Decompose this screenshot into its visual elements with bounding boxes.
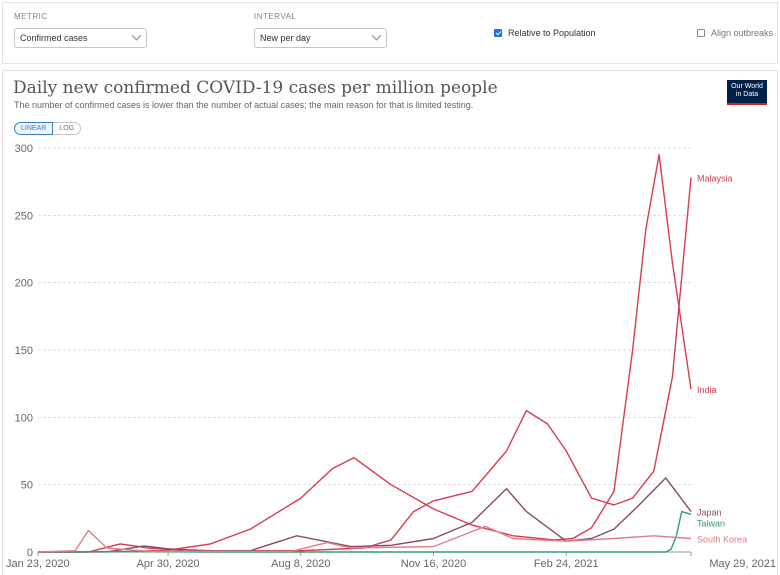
series-label-malaysia: Malaysia (697, 174, 733, 184)
x-tick-label: Apr 30, 2020 (137, 558, 200, 570)
y-tick-label: 100 (15, 412, 33, 424)
logo-line-1: Our World (731, 83, 763, 90)
y-tick-label: 150 (15, 345, 33, 357)
interval-label: INTERVAL (254, 12, 297, 21)
series-line-japan (37, 477, 692, 553)
metric-value: Confirmed cases (20, 33, 88, 43)
y-tick-label: 250 (15, 210, 33, 222)
x-tick-label: May 29, 2021 (709, 558, 776, 570)
chart-title: Daily new confirmed COVID-19 cases per m… (13, 78, 498, 98)
scale-toggle: LINEAR LOG (14, 122, 82, 135)
x-tick-label: Aug 8, 2020 (271, 558, 330, 570)
checked-icon (494, 29, 502, 37)
x-tick-label: Feb 24, 2021 (534, 558, 599, 570)
log-scale-button[interactable]: LOG (53, 122, 82, 135)
metric-select[interactable]: Confirmed cases (14, 28, 147, 48)
series-label-taiwan: Taiwan (697, 519, 725, 529)
y-tick-label: 300 (15, 143, 33, 155)
x-tick-label: Jan 23, 2020 (6, 558, 70, 570)
chart-panel (2, 70, 778, 575)
interval-value: New per day (260, 33, 311, 43)
align-label: Align outbreaks (711, 28, 774, 38)
series-label-japan: Japan (697, 508, 722, 518)
x-tick-label: Nov 16, 2020 (401, 558, 466, 570)
unchecked-icon (697, 29, 705, 37)
y-tick-label: 200 (15, 278, 33, 290)
series-label-south-korea: South Korea (697, 535, 747, 545)
series-line-malaysia (38, 177, 692, 553)
relative-label: Relative to Population (508, 28, 596, 38)
y-tick-label: 50 (21, 480, 33, 492)
series-line-india (37, 153, 692, 553)
linear-scale-button[interactable]: LINEAR (14, 122, 54, 135)
controls-bar: METRIC Confirmed cases INTERVAL New per … (2, 2, 778, 64)
series-line-south-korea (37, 525, 692, 553)
chart-subtitle: The number of confirmed cases is lower t… (14, 100, 474, 110)
series-label-india: India (697, 385, 717, 395)
y-tick-label: 0 (27, 547, 33, 559)
logo-line-2: in Data (735, 91, 759, 98)
owid-logo[interactable]: Our World in Data (727, 80, 767, 105)
interval-select[interactable]: New per day (254, 28, 387, 48)
metric-label: METRIC (14, 12, 48, 21)
align-outbreaks-checkbox[interactable]: Align outbreaks (697, 28, 773, 38)
relative-to-population-checkbox[interactable]: Relative to Population (494, 28, 596, 38)
